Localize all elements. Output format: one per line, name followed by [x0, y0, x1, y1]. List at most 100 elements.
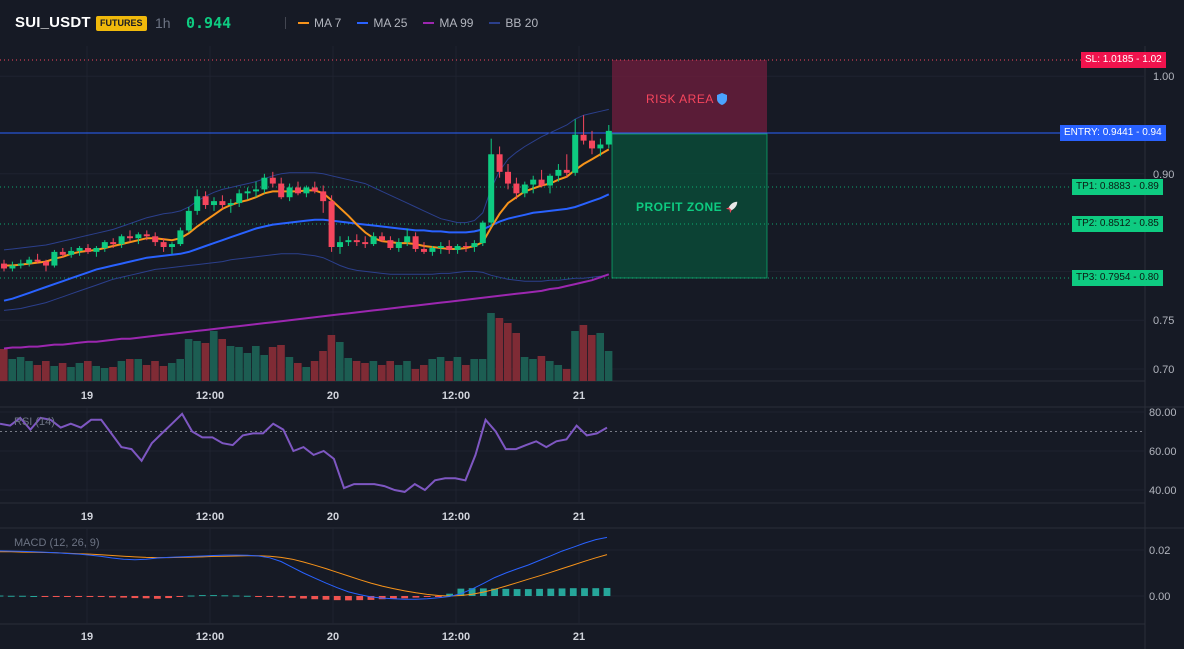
- macd-panel[interactable]: MACD (12, 26, 9): [0, 536, 611, 601]
- candle-body: [286, 187, 293, 198]
- price-tick-label: 1.00: [1153, 71, 1174, 83]
- volume-bar: [100, 368, 109, 381]
- candle-body: [211, 201, 217, 206]
- macd-histogram-bar: [390, 596, 397, 599]
- volume-bar: [319, 351, 327, 381]
- macd-histogram-bar: [86, 596, 94, 597]
- legend-ma7[interactable]: MA 7: [298, 16, 341, 30]
- macd-histogram-bar: [210, 595, 217, 597]
- macd-histogram-bar: [277, 596, 285, 598]
- macd-histogram-bar: [41, 596, 49, 597]
- macd-histogram-bar: [423, 596, 431, 597]
- macd-histogram-bar: [120, 596, 128, 598]
- macd-histogram-bar: [401, 596, 409, 599]
- volume-bar: [562, 369, 571, 381]
- sl-price-label[interactable]: SL: 1.0185 - 1.02: [1081, 52, 1166, 68]
- shield-icon: [717, 93, 727, 105]
- volume-bar: [218, 339, 226, 381]
- legend-swatch: [489, 22, 501, 24]
- macd-histogram-bar: [97, 596, 105, 597]
- macd-histogram-bar: [446, 593, 454, 596]
- time-tick-label: 21: [573, 390, 585, 402]
- candle-body: [530, 179, 537, 185]
- rsi-title: RSI (14): [14, 416, 55, 428]
- tp3-axis-value: 0.80: [1139, 272, 1159, 283]
- volume-bar: [478, 359, 487, 381]
- candle-body: [437, 246, 444, 248]
- legend-label: MA 25: [373, 16, 408, 30]
- profit-zone[interactable]: [611, 133, 768, 279]
- volume-bar: [361, 363, 369, 381]
- macd-histogram-bar: [581, 588, 588, 596]
- candle-body: [244, 191, 251, 194]
- volume-bar: [403, 361, 411, 381]
- macd-histogram-bar: [569, 588, 577, 596]
- volume-bar: [529, 359, 537, 381]
- level-lines: [0, 59, 1145, 279]
- price-tick-label: 0.70: [1153, 364, 1174, 376]
- volume-bar: [462, 365, 470, 381]
- candle-body: [169, 244, 175, 247]
- tp1-price-label[interactable]: TP1: 0.8883 - 0.89: [1072, 179, 1163, 195]
- volume-bar: [487, 313, 495, 381]
- volume-bar: [520, 357, 529, 381]
- time-tick-label: 12:00: [442, 390, 470, 402]
- candle-body: [328, 201, 335, 247]
- macd-tick-label: 0.02: [1149, 545, 1170, 557]
- risk-area-zone[interactable]: [612, 60, 767, 134]
- legend-swatch: [423, 22, 435, 24]
- candle-body: [51, 251, 58, 266]
- macd-histogram-bar: [491, 588, 498, 596]
- time-tick-label: 12:00: [196, 631, 224, 643]
- macd-histogram-bar: [109, 596, 116, 598]
- candle-body: [547, 175, 553, 186]
- candle-body: [597, 144, 604, 149]
- time-tick-label: 12:00: [442, 631, 470, 643]
- volume-bar: [420, 365, 428, 381]
- legend-swatch: [357, 22, 369, 24]
- symbol-title[interactable]: SUI_USDT: [15, 14, 91, 31]
- macd-histogram-bar: [333, 596, 341, 601]
- tp3-price-label[interactable]: TP3: 0.7954 - 0.80: [1072, 270, 1163, 286]
- macd-tick-label: 0.00: [1149, 591, 1170, 603]
- legend-ma25[interactable]: MA 25: [357, 16, 407, 30]
- volume-bar: [243, 353, 252, 381]
- volume-bar: [159, 366, 168, 381]
- candle-body: [446, 246, 453, 250]
- rsi-panel[interactable]: RSI (14): [0, 412, 1145, 493]
- candle-body: [26, 259, 33, 264]
- volume-bar: [260, 355, 268, 381]
- candle-body: [311, 187, 318, 192]
- indicator-legend: MA 7 MA 25 MA 99 BB 20: [285, 16, 554, 30]
- macd-histogram-bar: [7, 595, 15, 597]
- volume-bar: [537, 356, 546, 381]
- time-tick-label: 20: [327, 390, 339, 402]
- candle-body: [370, 236, 377, 245]
- volume-bar: [596, 333, 604, 381]
- ma25-line: [3, 193, 610, 302]
- tp1-label-text: TP1: 0.8883: [1076, 181, 1131, 192]
- legend-ma99[interactable]: MA 99: [423, 16, 473, 30]
- candle-body: [463, 246, 469, 248]
- chart-header: SUI_USDT FUTURES 1h 0.944 MA 7 MA 25 MA …: [0, 0, 1184, 46]
- axes: 1.00 0.90 0.75 0.70 80.00 60.00 40.00 0.02 0.00 1…: [81, 71, 1177, 643]
- candle-body: [395, 242, 402, 248]
- timeframe-label[interactable]: 1h: [155, 15, 171, 31]
- time-tick-label: 12:00: [196, 390, 224, 402]
- volume-bar: [588, 335, 596, 381]
- candle-body: [479, 222, 486, 244]
- macd-histogram-bar: [153, 596, 161, 599]
- macd-histogram-bar: [457, 588, 465, 596]
- macd-histogram-bar: [131, 596, 139, 599]
- sl-axis-value: 1.02: [1142, 54, 1162, 65]
- entry-price-label[interactable]: ENTRY: 0.9441 - 0.94: [1060, 125, 1166, 141]
- volume-bar: [226, 346, 235, 381]
- tp2-price-label[interactable]: TP2: 0.8512 - 0.85: [1072, 216, 1163, 232]
- candle-body: [194, 196, 201, 211]
- macd-histogram-bar: [367, 596, 375, 600]
- macd-histogram-bar: [592, 588, 600, 596]
- legend-bb20[interactable]: BB 20: [489, 16, 538, 30]
- candle-body: [118, 236, 125, 245]
- candle-body: [295, 187, 301, 194]
